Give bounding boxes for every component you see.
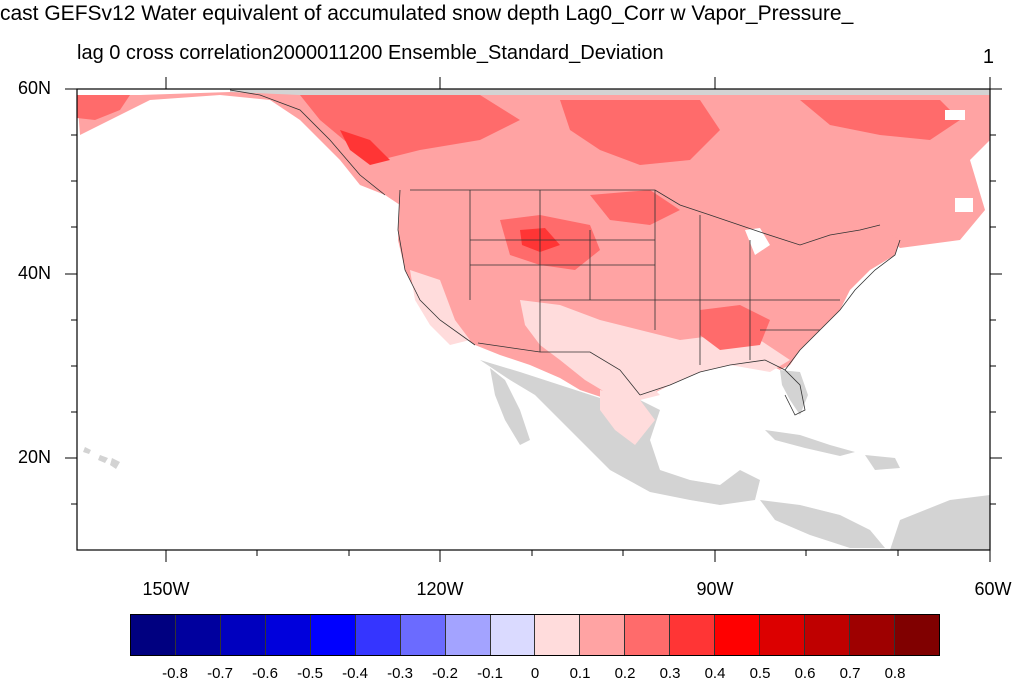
coastline-west (397, 189, 476, 346)
colorbar-label: 0.3 (659, 665, 681, 682)
field-southwest-pale (520, 300, 790, 398)
land-central-america (760, 500, 885, 548)
colorbar-label: 0.2 (614, 665, 636, 682)
colorbar-box (490, 615, 536, 655)
coastline-alaska (229, 89, 386, 196)
colorbar-box (580, 615, 626, 655)
colorbar-label: -0.7 (207, 665, 233, 682)
land-hawaii-1 (83, 447, 91, 454)
colorbar-label: 0.1 (569, 665, 591, 682)
corner-label: 1 (982, 46, 994, 68)
land-cuba (765, 430, 855, 456)
land-hispaniola (865, 455, 900, 470)
land-hawaii-3 (110, 458, 120, 469)
lat-label-40n: 40N (18, 263, 52, 283)
state-lines (469, 190, 840, 365)
colorbar-label: -0.1 (477, 665, 503, 682)
colorbar-label: 0.8 (884, 665, 906, 682)
land-baja (490, 368, 530, 445)
border-us-canada (410, 189, 881, 246)
colorbar-box (715, 615, 761, 655)
colorbar-box (760, 615, 806, 655)
colorbar-box (670, 615, 716, 655)
colorbar-box (894, 615, 939, 655)
colorbar-box (625, 615, 671, 655)
colorbar-box (131, 615, 176, 655)
border-us-mexico (477, 342, 641, 396)
lon-label-150w: 150W (142, 579, 190, 599)
colorbar-box (355, 615, 401, 655)
land-topstrip (230, 89, 990, 95)
field-coast-strong (340, 130, 390, 165)
lon-label-60w: 60W (974, 579, 1012, 599)
colorbar-label: 0.7 (839, 665, 861, 682)
axis-ticks (65, 77, 1002, 562)
correlation-field (77, 92, 990, 445)
colorbar-box (310, 615, 356, 655)
colorbar-label: -0.6 (252, 665, 278, 682)
field-canada-mid-2 (560, 100, 720, 165)
colorbar-box (805, 615, 850, 655)
land-florida (780, 370, 808, 415)
lat-label-20n: 20N (18, 447, 52, 467)
colorbar-box (265, 615, 311, 655)
colorbar-box (535, 615, 581, 655)
boundaries (229, 89, 901, 416)
colorbar-label: -0.4 (342, 665, 368, 682)
gap-ne (955, 198, 973, 212)
land-hawaii-2 (98, 455, 108, 463)
colorbar-label: 0.6 (794, 665, 816, 682)
coastline-east (784, 239, 901, 371)
field-mexico-pale (600, 390, 655, 445)
field-texas-pale (600, 370, 660, 400)
field-gaps (745, 110, 973, 255)
land-southamerica (890, 495, 990, 550)
colorbar (130, 614, 940, 656)
field-alaska-mid (77, 95, 130, 120)
colorbar-label: -0.2 (432, 665, 458, 682)
colorbar-label: 0.5 (749, 665, 771, 682)
lon-label-120w: 120W (416, 579, 464, 599)
colorbar-label: 0.4 (704, 665, 726, 682)
colorbar-label: -0.3 (387, 665, 413, 682)
colorbar-box (400, 615, 446, 655)
colorbar-label: 0 (530, 665, 540, 682)
field-canada-alaska (77, 92, 990, 260)
lon-label-90w: 90W (696, 579, 734, 599)
field-plains-mid (590, 190, 680, 225)
field-south-mid (700, 305, 770, 350)
colorbar-label: -0.8 (162, 665, 188, 682)
gap-n (945, 110, 965, 120)
coastline-gulf (639, 359, 806, 416)
gap-greatlakes (745, 228, 770, 255)
lat-label-60n: 60N (18, 78, 52, 98)
colorbar-box (445, 615, 491, 655)
colorbar-box (850, 615, 895, 655)
field-northwest-pale (410, 270, 470, 345)
colorbar-box (220, 615, 266, 655)
field-canada-mid-3 (800, 100, 960, 140)
plot-title: cast GEFSv12 Water equivalent of accumul… (0, 2, 854, 25)
plot-subtitle: lag 0 cross correlation2000011200 Ensemb… (77, 42, 664, 64)
colorbar-label: -0.5 (297, 665, 323, 682)
colorbar-box (175, 615, 221, 655)
